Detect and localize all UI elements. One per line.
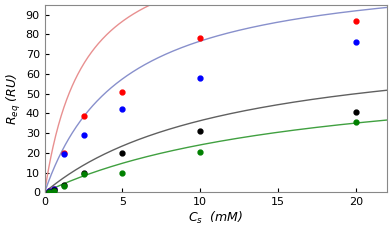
- X-axis label: $C_s$  (mM): $C_s$ (mM): [189, 210, 243, 226]
- Y-axis label: $R_{eq}$ (RU): $R_{eq}$ (RU): [5, 73, 23, 125]
